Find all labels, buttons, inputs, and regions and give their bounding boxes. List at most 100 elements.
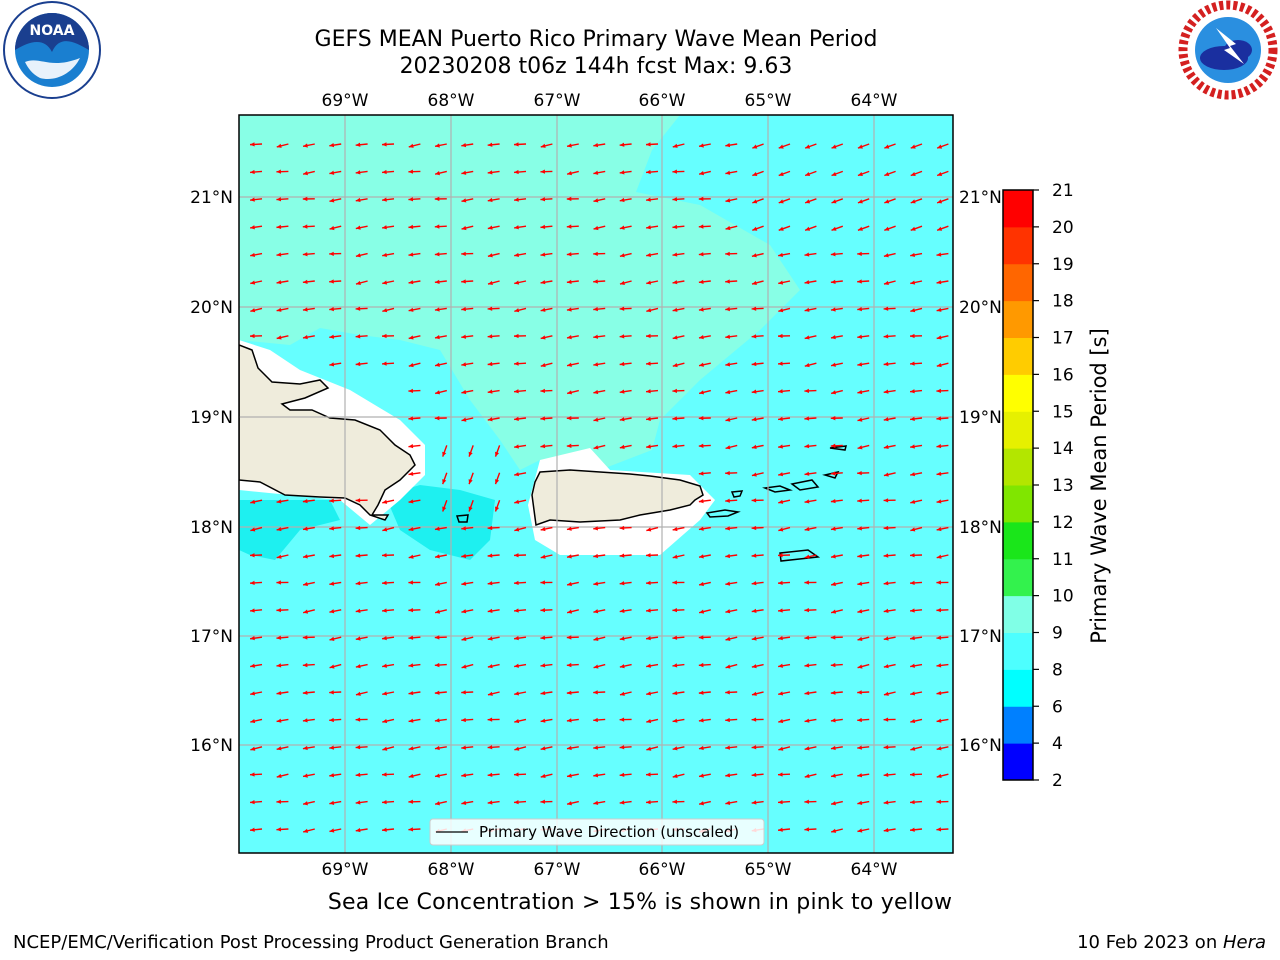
date-text: 10 Feb 2023 on: [1077, 932, 1223, 953]
lon-tick-label-top: 65°W: [745, 91, 792, 111]
wave-arrow: [566, 389, 579, 395]
wave-arrow: [672, 224, 685, 230]
lon-tick-label-top: 68°W: [428, 91, 475, 111]
wave-arrow: [250, 526, 263, 532]
wave-arrow: [434, 718, 447, 723]
wave-arrow: [645, 608, 659, 613]
wave-arrow: [804, 663, 817, 668]
wave-arrow: [883, 717, 896, 722]
wave-arrow: [804, 170, 817, 177]
wave-arrow: [751, 636, 764, 641]
wave-arrow: [857, 553, 870, 559]
wave-arrow: [910, 143, 923, 149]
wave-arrow: [355, 636, 368, 641]
wave-direction-arrows: [249, 142, 949, 833]
wave-arrow: [566, 581, 579, 587]
wave-arrow: [540, 663, 553, 668]
wave-arrow: [619, 444, 632, 449]
wave-arrow: [910, 252, 923, 258]
wave-arrow: [381, 142, 395, 147]
wave-arrow: [857, 417, 870, 422]
wave-arrow: [329, 362, 342, 367]
wave-arrow: [936, 362, 949, 368]
wave-arrow: [540, 690, 553, 696]
wave-arrow: [857, 306, 870, 312]
wave-arrow: [381, 827, 395, 832]
wave-arrow: [434, 252, 447, 257]
wave-arrow: [830, 800, 843, 806]
wave-arrow: [434, 635, 447, 640]
wave-arrow: [857, 362, 870, 367]
wave-arrow: [302, 581, 315, 587]
wave-arrow: [619, 525, 632, 531]
wave-arrow: [487, 225, 500, 230]
wave-arrow: [329, 800, 342, 805]
wave-arrow: [936, 471, 949, 476]
wave-arrow: [698, 609, 711, 614]
wave-arrow: [302, 800, 315, 806]
wave-arrow: [566, 443, 579, 448]
wave-arrow: [909, 772, 923, 777]
colorbar-tick-label: 12: [1052, 513, 1074, 533]
wave-arrow: [698, 307, 711, 312]
wave-arrow: [883, 444, 896, 449]
wave-arrow: [355, 691, 368, 696]
wave-arrow: [831, 198, 844, 204]
wave-arrow: [777, 608, 791, 613]
wave-arrow: [830, 252, 843, 257]
wave-arrow: [250, 307, 263, 313]
wave-arrow: [909, 553, 923, 558]
wave-arrow: [698, 526, 711, 531]
wave-arrow: [540, 416, 553, 421]
wave-arrow: [619, 663, 632, 669]
wave-arrow: [804, 471, 817, 476]
wave-arrow: [830, 362, 843, 367]
colorbar-tick-label: 9: [1052, 624, 1063, 644]
wave-arrow: [830, 526, 843, 531]
wave-arrow: [276, 827, 289, 832]
wave-arrow: [830, 635, 843, 640]
wave-arrow: [777, 800, 791, 805]
wave-arrow: [461, 389, 474, 395]
wave-arrow: [698, 279, 711, 284]
wave-arrow: [408, 362, 421, 368]
wave-arrow: [408, 143, 421, 148]
wave-arrow: [434, 170, 447, 176]
wave-arrow: [857, 609, 870, 614]
wave-arrow: [883, 334, 896, 339]
anegada-island: [829, 445, 847, 451]
wave-arrow: [751, 334, 764, 339]
wave-arrow: [645, 389, 659, 394]
wave-arrow: [250, 225, 263, 230]
wave-arrow: [804, 416, 817, 421]
wave-arrow: [804, 773, 817, 779]
wave-arrow: [804, 746, 817, 751]
wave-arrow: [804, 526, 817, 532]
wave-arrow: [513, 608, 527, 613]
wave-arrow: [355, 525, 368, 531]
wave-arrow: [566, 609, 579, 614]
wave-arrow: [566, 718, 579, 723]
wave-arrow: [487, 717, 500, 722]
wave-arrow: [698, 635, 711, 640]
wave-arrow: [672, 416, 685, 421]
wave-arrow: [672, 718, 685, 723]
wave-arrow: [540, 799, 553, 804]
wave-arrow: [540, 197, 553, 202]
wave-arrow: [382, 636, 395, 641]
wave-arrow: [434, 554, 447, 559]
wave-arrow: [250, 746, 263, 751]
wave-arrow: [514, 691, 527, 696]
wave-arrow: [540, 635, 553, 640]
wave-arrow: [302, 279, 315, 284]
wave-arrow: [804, 635, 817, 640]
wave-arrow: [777, 553, 791, 558]
wave-arrow: [461, 198, 474, 203]
wave-arrow: [883, 306, 896, 311]
map-legend: Primary Wave Direction (unscaled): [429, 818, 765, 846]
wave-arrow: [513, 169, 527, 175]
wave-arrow: [778, 526, 791, 532]
wave-arrow: [355, 800, 368, 805]
wave-arrow: [487, 142, 500, 147]
wave-arrow: [857, 690, 870, 695]
